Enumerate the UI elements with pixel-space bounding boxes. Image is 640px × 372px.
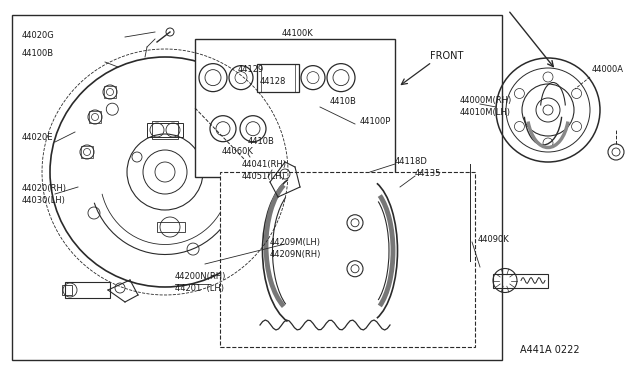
Text: 44100K: 44100K xyxy=(282,29,314,38)
Text: 44201  (LH): 44201 (LH) xyxy=(175,283,224,292)
Text: 4410B: 4410B xyxy=(330,97,357,106)
Bar xyxy=(195,39,395,177)
Bar xyxy=(65,282,110,298)
Bar xyxy=(257,64,299,92)
Text: 44100P: 44100P xyxy=(360,118,392,126)
Bar xyxy=(89,111,101,123)
Text: 44051(LH): 44051(LH) xyxy=(242,171,285,180)
Bar xyxy=(152,121,178,139)
Text: 44209M(LH): 44209M(LH) xyxy=(270,237,321,247)
Text: 44209N(RH): 44209N(RH) xyxy=(270,250,321,259)
Bar xyxy=(157,222,185,232)
Text: 44041(RH): 44041(RH) xyxy=(242,160,287,169)
Text: 44135: 44135 xyxy=(415,170,442,179)
Text: 44030(LH): 44030(LH) xyxy=(22,196,66,205)
Text: 44020E: 44020E xyxy=(22,134,54,142)
Bar xyxy=(12,15,502,360)
Text: 44100B: 44100B xyxy=(22,49,54,58)
Text: 44000A: 44000A xyxy=(592,65,624,74)
Text: 44010M(LH): 44010M(LH) xyxy=(460,108,511,116)
Bar xyxy=(493,273,548,288)
Text: 44020G: 44020G xyxy=(22,32,55,41)
Text: 4410B: 4410B xyxy=(248,138,275,147)
Text: 44060K: 44060K xyxy=(222,148,254,157)
Text: 44200N(RH): 44200N(RH) xyxy=(175,272,227,280)
Text: 44000M(RH): 44000M(RH) xyxy=(460,96,512,105)
Text: 44128: 44128 xyxy=(260,77,286,87)
Text: 44020(RH): 44020(RH) xyxy=(22,185,67,193)
Bar xyxy=(220,172,475,347)
Text: 44129: 44129 xyxy=(238,65,264,74)
Bar xyxy=(81,146,93,158)
Text: FRONT: FRONT xyxy=(430,51,463,61)
Bar xyxy=(62,285,72,295)
Text: A441A 0222: A441A 0222 xyxy=(520,345,580,355)
Text: 44118D: 44118D xyxy=(395,157,428,167)
Text: 44090K: 44090K xyxy=(478,235,509,244)
Bar xyxy=(104,86,116,98)
Bar xyxy=(147,123,183,137)
